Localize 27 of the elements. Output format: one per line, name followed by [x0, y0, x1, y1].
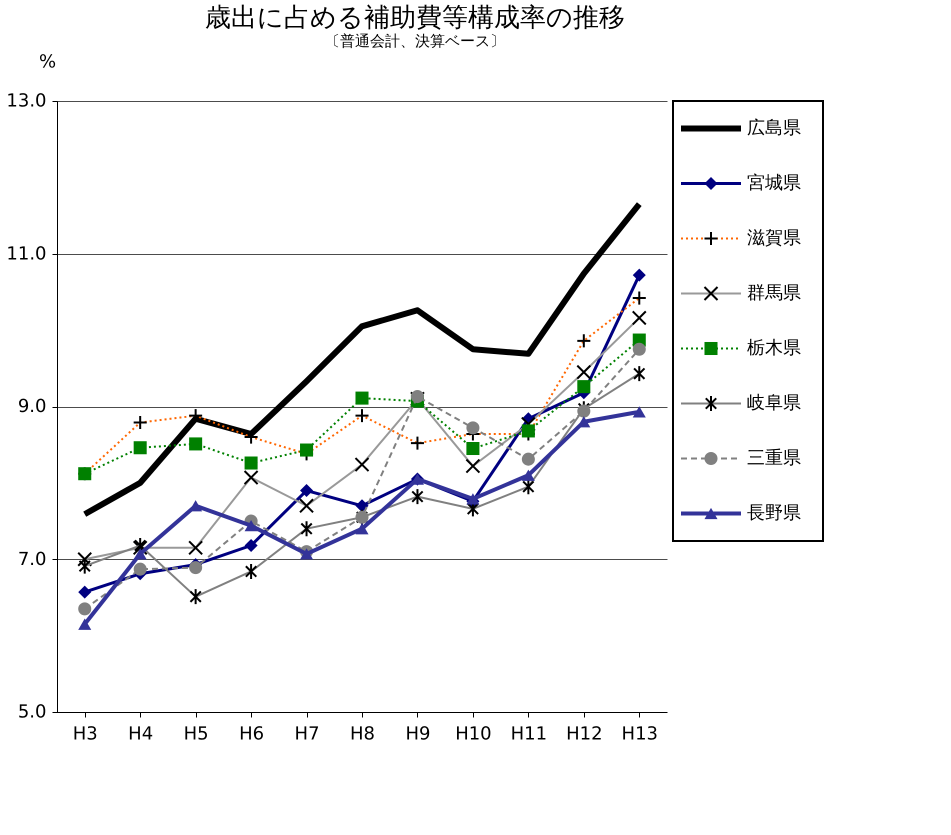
y-tick-label: 11.0: [6, 243, 46, 264]
x-tick-label: H11: [510, 724, 548, 744]
x-tick-label: H4: [128, 724, 154, 744]
x-tick-label: H9: [405, 724, 430, 744]
x-tick-label: H8: [350, 724, 375, 744]
x-tick-label: H3: [72, 724, 98, 744]
legend-label: 岐阜県: [747, 392, 801, 414]
legend-label: 三重県: [747, 448, 801, 468]
x-tick-label: H6: [239, 724, 264, 744]
y-axis-title: %: [38, 52, 56, 72]
x-tick-label: H5: [184, 724, 209, 744]
y-tick-label: 13.0: [6, 90, 46, 112]
legend-label: 宮城県: [747, 172, 801, 194]
x-tick-label: H10: [455, 724, 492, 744]
legend-label: 広島県: [747, 118, 801, 138]
y-tick-label: 5.0: [18, 702, 46, 722]
y-tick-label: 9.0: [18, 396, 46, 417]
chart-title: 歳出に占める補助費等構成率の推移: [204, 3, 625, 33]
legend-label: 栃木県: [747, 338, 801, 358]
legend-label: 群馬県: [747, 282, 801, 304]
x-tick-label: H13: [622, 724, 658, 744]
x-tick-label: H12: [566, 724, 603, 744]
legend-label: 長野県: [747, 502, 801, 524]
y-tick-label: 7.0: [18, 548, 46, 570]
x-tick-label: H7: [294, 724, 320, 744]
legend-label: 滋賀県: [747, 228, 801, 248]
chart-subtitle: 〔普通会計、決算ベース〕: [324, 32, 505, 50]
